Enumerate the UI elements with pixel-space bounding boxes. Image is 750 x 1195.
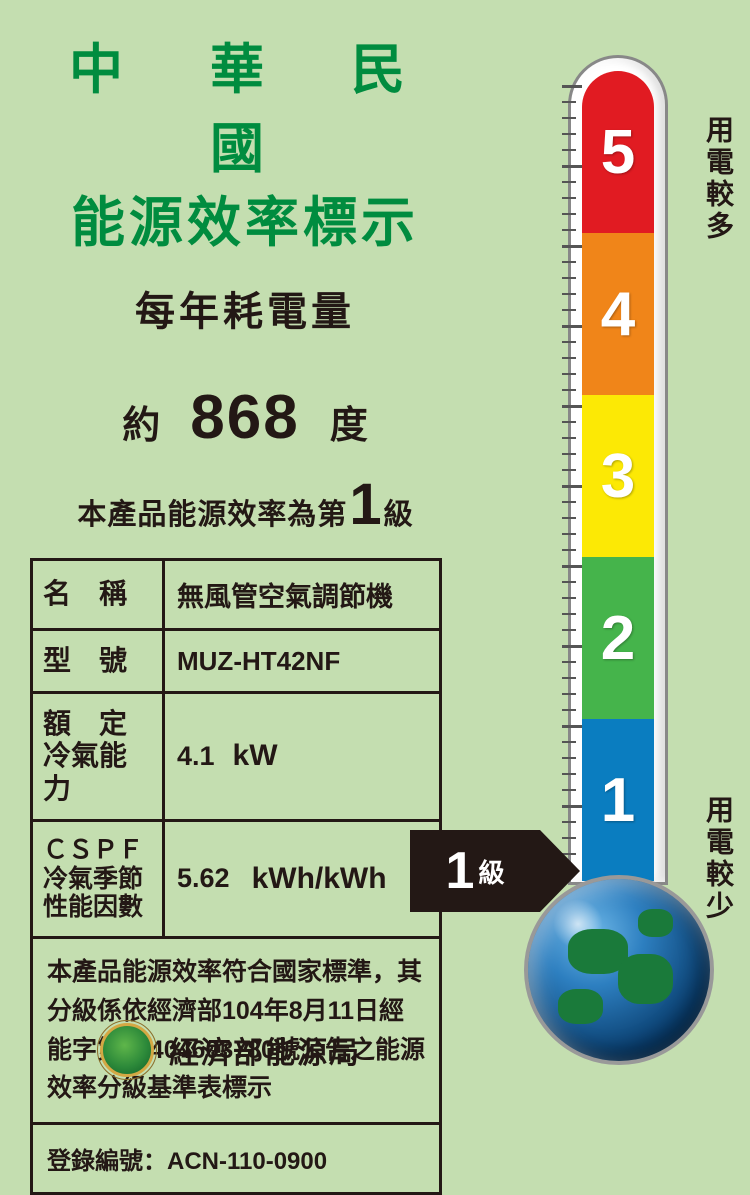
cspf-label: ＣＳＰＦ 冷氣季節 性能因數 xyxy=(33,822,165,936)
capacity-unit: kW xyxy=(233,739,278,773)
capacity-value: 4.1 xyxy=(177,741,215,772)
name-label: 名 稱 xyxy=(33,561,165,628)
arrow-suffix: 級 xyxy=(478,853,504,890)
table-row: 名 稱 無風管空氣調節機 xyxy=(33,561,439,631)
spec-table: 名 稱 無風管空氣調節機 型 號 MUZ-HT42NF 額 定 冷氣能力 4.1… xyxy=(30,558,442,1195)
product-grade-line: 本產品能源效率為第 1 級 xyxy=(30,471,460,538)
model-label: 型 號 xyxy=(33,631,165,691)
thermo-seg-3: 3 xyxy=(582,395,654,557)
table-row: ＣＳＰＦ 冷氣季節 性能因數 5.62 kWh/kWh xyxy=(33,822,439,939)
consumption-value: 868 xyxy=(190,382,299,453)
registration-row: 登錄編號：ACN-110-0900 xyxy=(33,1125,439,1192)
consumption-prefix: 約 xyxy=(122,394,160,449)
thermo-seg-1: 1 xyxy=(582,719,654,881)
annual-consumption-label: 每年耗電量 xyxy=(30,279,460,337)
consumption-line: 約 868 度 xyxy=(30,382,460,453)
label-less-power: 用電較少 xyxy=(698,795,738,923)
table-row: 型 號 MUZ-HT42NF xyxy=(33,631,439,694)
reg-value: ACN-110-0900 xyxy=(167,1148,327,1175)
label-title: 能源效率標示 xyxy=(30,178,460,257)
country-title: 中 華 民 國 xyxy=(50,25,460,183)
label-more-power: 用電較多 xyxy=(698,115,738,243)
grade-prefix: 本產品能源效率為第 xyxy=(77,491,347,533)
cspf-unit: kWh/kWh xyxy=(252,862,387,896)
cspf-value: 5.62 xyxy=(177,863,230,894)
name-value: 無風管空氣調節機 xyxy=(165,561,439,628)
table-row: 額 定 冷氣能力 4.1 kW xyxy=(33,694,439,822)
grade-number: 1 xyxy=(349,471,381,538)
thermometer: 5 4 3 2 1 用電較多 用電較少 xyxy=(538,55,688,1065)
thermo-ticks xyxy=(562,85,580,885)
thermo-seg-5: 5 xyxy=(582,71,654,233)
thermo-seg-2: 2 xyxy=(582,557,654,719)
capacity-label: 額 定 冷氣能力 xyxy=(33,694,165,819)
grade-arrow: 1 級 xyxy=(410,830,540,912)
consumption-suffix: 度 xyxy=(330,394,368,449)
footer: 經濟部能源局 xyxy=(100,1023,361,1077)
agency-seal-icon xyxy=(100,1023,154,1077)
model-value: MUZ-HT42NF xyxy=(165,631,439,691)
thermo-seg-4: 4 xyxy=(582,233,654,395)
reg-label: 登錄編號： xyxy=(47,1148,167,1175)
agency-name: 經濟部能源局 xyxy=(169,1028,361,1072)
arrow-number: 1 xyxy=(446,841,475,901)
grade-suffix: 級 xyxy=(384,491,413,533)
capacity-value-cell: 4.1 kW xyxy=(165,694,439,819)
thermo-tube-inner: 5 4 3 2 1 xyxy=(582,71,654,881)
cspf-value-cell: 5.62 kWh/kWh xyxy=(165,822,439,936)
left-column: 中 華 民 國 能源效率標示 每年耗電量 約 868 度 本產品能源效率為第 1… xyxy=(30,25,460,1195)
